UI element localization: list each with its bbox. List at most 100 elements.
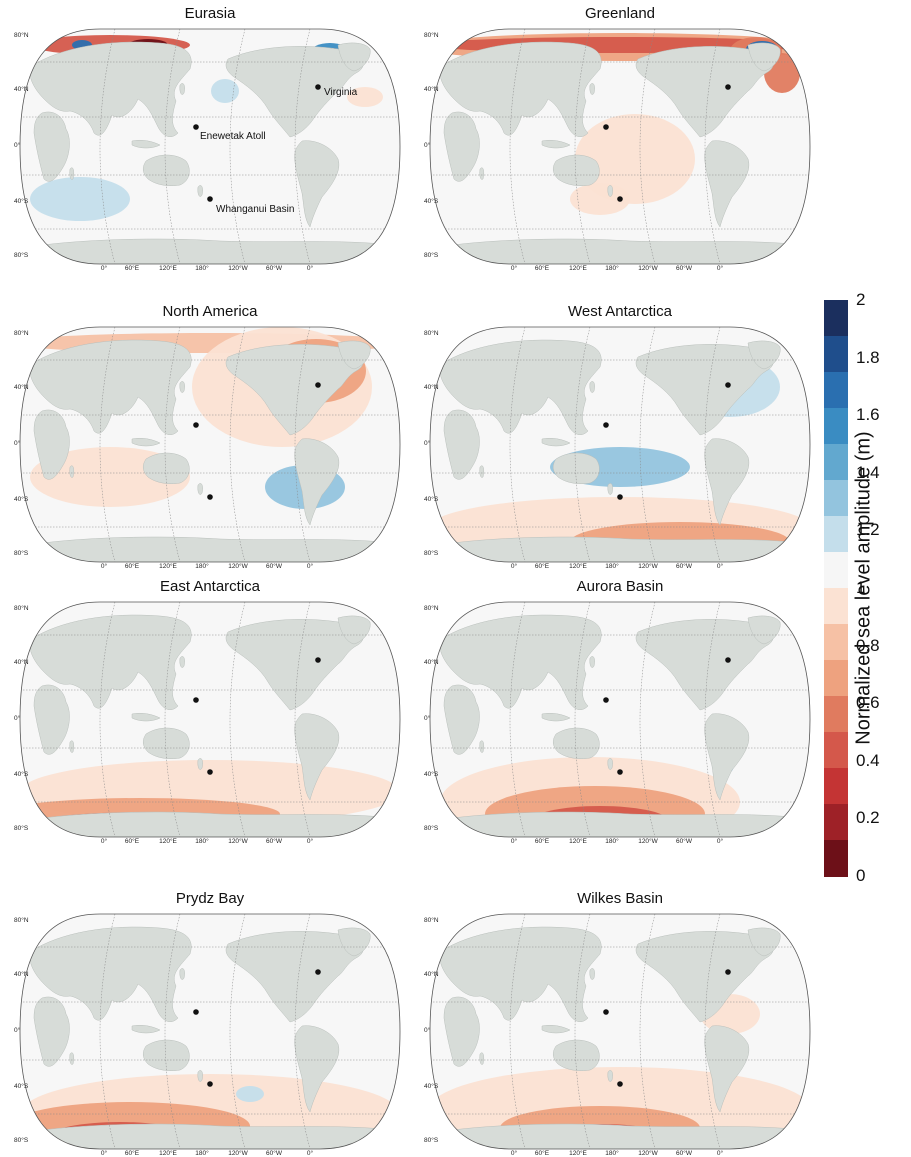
longitude-label: 180°: [195, 837, 209, 845]
longitude-label: 0°: [307, 562, 314, 570]
colorbar-segment: [824, 588, 848, 625]
longitude-label: 180°: [605, 562, 619, 570]
latitude-label: 40°N: [14, 85, 29, 93]
longitude-label: 0°: [307, 837, 314, 845]
colorbar-segment: [824, 300, 848, 337]
longitude-line: [639, 914, 656, 1149]
latitude-label: 80°N: [424, 604, 439, 612]
longitude-line: [574, 914, 591, 1149]
land-samerica: [294, 713, 340, 801]
longitude-label: 120°E: [159, 837, 177, 845]
land-africa: [443, 409, 480, 480]
longitude-line: [294, 602, 311, 837]
land-africa: [443, 996, 480, 1067]
enewetak-site-marker: [193, 1009, 199, 1015]
longitude-label: 0°: [101, 1149, 108, 1157]
land-antarctica: [23, 1123, 397, 1149]
longitude-line: [294, 29, 311, 264]
longitude-label: 0°: [101, 264, 108, 272]
longitude-label: 0°: [511, 562, 518, 570]
longitude-label: 60°E: [535, 264, 550, 272]
longitude-line: [704, 29, 721, 264]
colorbar-segment: [824, 840, 848, 877]
land-greenland: [747, 340, 781, 370]
latitude-label: 40°S: [14, 495, 29, 503]
longitude-line: [639, 602, 656, 837]
colorbar-segment: [824, 336, 848, 373]
longitude-line: [229, 29, 246, 264]
land-antarctica: [433, 1123, 807, 1149]
latitude-label: 80°N: [14, 604, 29, 612]
colorbar-tick-label: 1.6: [856, 405, 880, 425]
panel-eurasia: Eurasia 80°N 40°N 0° 40°S 80°S 0° 60°E 120°E 180…: [10, 5, 410, 272]
latitude-label: 0°: [14, 439, 21, 447]
colorbar-segment: [824, 516, 848, 553]
longitude-line: [704, 602, 721, 837]
land-africa: [33, 996, 70, 1067]
land-antarctica: [433, 536, 807, 562]
land-madagascar: [479, 740, 485, 753]
land-indonesia: [541, 437, 571, 447]
longitude-line: [164, 914, 181, 1149]
latitude-label: 80°S: [14, 824, 29, 832]
colorbar-tick-label: 1: [856, 578, 866, 597]
panel-title: Aurora Basin: [576, 578, 664, 595]
longitude-label: 0°: [717, 837, 724, 845]
colorbar-segment: [824, 372, 848, 409]
land-eurasia: [439, 926, 602, 1022]
latitude-label: 0°: [14, 1026, 21, 1034]
land-nz: [607, 758, 613, 770]
land-greenland: [337, 340, 371, 370]
longitude-line: [99, 29, 116, 264]
map-outline: [429, 326, 811, 563]
panel-greenland: Greenland 80°N 40°N 0° 40°S 80°S 0° 60°E 120°E 1…: [420, 5, 820, 272]
land-madagascar: [69, 167, 75, 180]
latitude-label: 0°: [424, 439, 431, 447]
longitude-label: 0°: [511, 837, 518, 845]
longitude-label: 0°: [511, 1149, 518, 1157]
longitude-label: 120°W: [638, 264, 658, 272]
longitude-line: [574, 602, 591, 837]
latitude-label: 40°N: [424, 970, 439, 978]
land-antarctica: [23, 536, 397, 562]
enewetak-site-marker: [193, 697, 199, 703]
panel-title: Greenland: [584, 5, 656, 22]
whanganui-site-marker: [617, 769, 623, 775]
land-samerica: [704, 140, 750, 228]
land-japan: [179, 381, 185, 393]
map: 80°N 40°N 0° 40°S 80°S 0° 60°E 120°E 180° 120°W 60…: [14, 28, 401, 272]
land-indonesia: [541, 1024, 571, 1034]
enewetak-site-marker: [603, 697, 609, 703]
virginia-site-marker: [315, 657, 321, 663]
longitude-label: 60°E: [125, 562, 140, 570]
longitude-label: 180°: [195, 1149, 209, 1157]
longitude-label: 120°E: [159, 1149, 177, 1157]
virginia-label: Virginia: [324, 87, 358, 98]
land-australia: [143, 727, 190, 759]
land-eurasia: [29, 614, 192, 710]
land-samerica: [294, 140, 340, 228]
panel-title: Prydz Bay: [175, 890, 245, 907]
land-greenland: [747, 42, 781, 72]
longitude-line: [704, 914, 721, 1149]
longitude-label: 60°W: [266, 562, 283, 570]
panel-title: Eurasia: [184, 5, 236, 22]
panel-wilkes-basin: Wilkes Basin 80°N 40°N 0° 40°S 80°S 0° 60°E 120…: [420, 890, 820, 1157]
land-japan: [179, 656, 185, 668]
latitude-label: 80°N: [14, 329, 29, 337]
longitude-label: 60°E: [125, 1149, 140, 1157]
land-eurasia: [29, 339, 192, 435]
latitude-label: 40°N: [14, 970, 29, 978]
longitude-line: [509, 29, 526, 264]
colorbar-tick-label: 0.6: [856, 693, 880, 713]
sea-level-anomaly: [30, 177, 130, 221]
land-indonesia: [131, 139, 161, 149]
latitude-label: 40°S: [424, 1082, 439, 1090]
map: 80°N 40°N 0° 40°S 80°S 0° 60°E 120°E 180° 120°W 60…: [14, 601, 401, 845]
longitude-line: [164, 29, 181, 264]
enewetak-label: Enewetak Atoll: [200, 131, 266, 142]
whanganui-site-marker: [207, 769, 213, 775]
longitude-label: 60°E: [125, 264, 140, 272]
longitude-line: [509, 602, 526, 837]
land-samerica: [294, 1025, 340, 1113]
